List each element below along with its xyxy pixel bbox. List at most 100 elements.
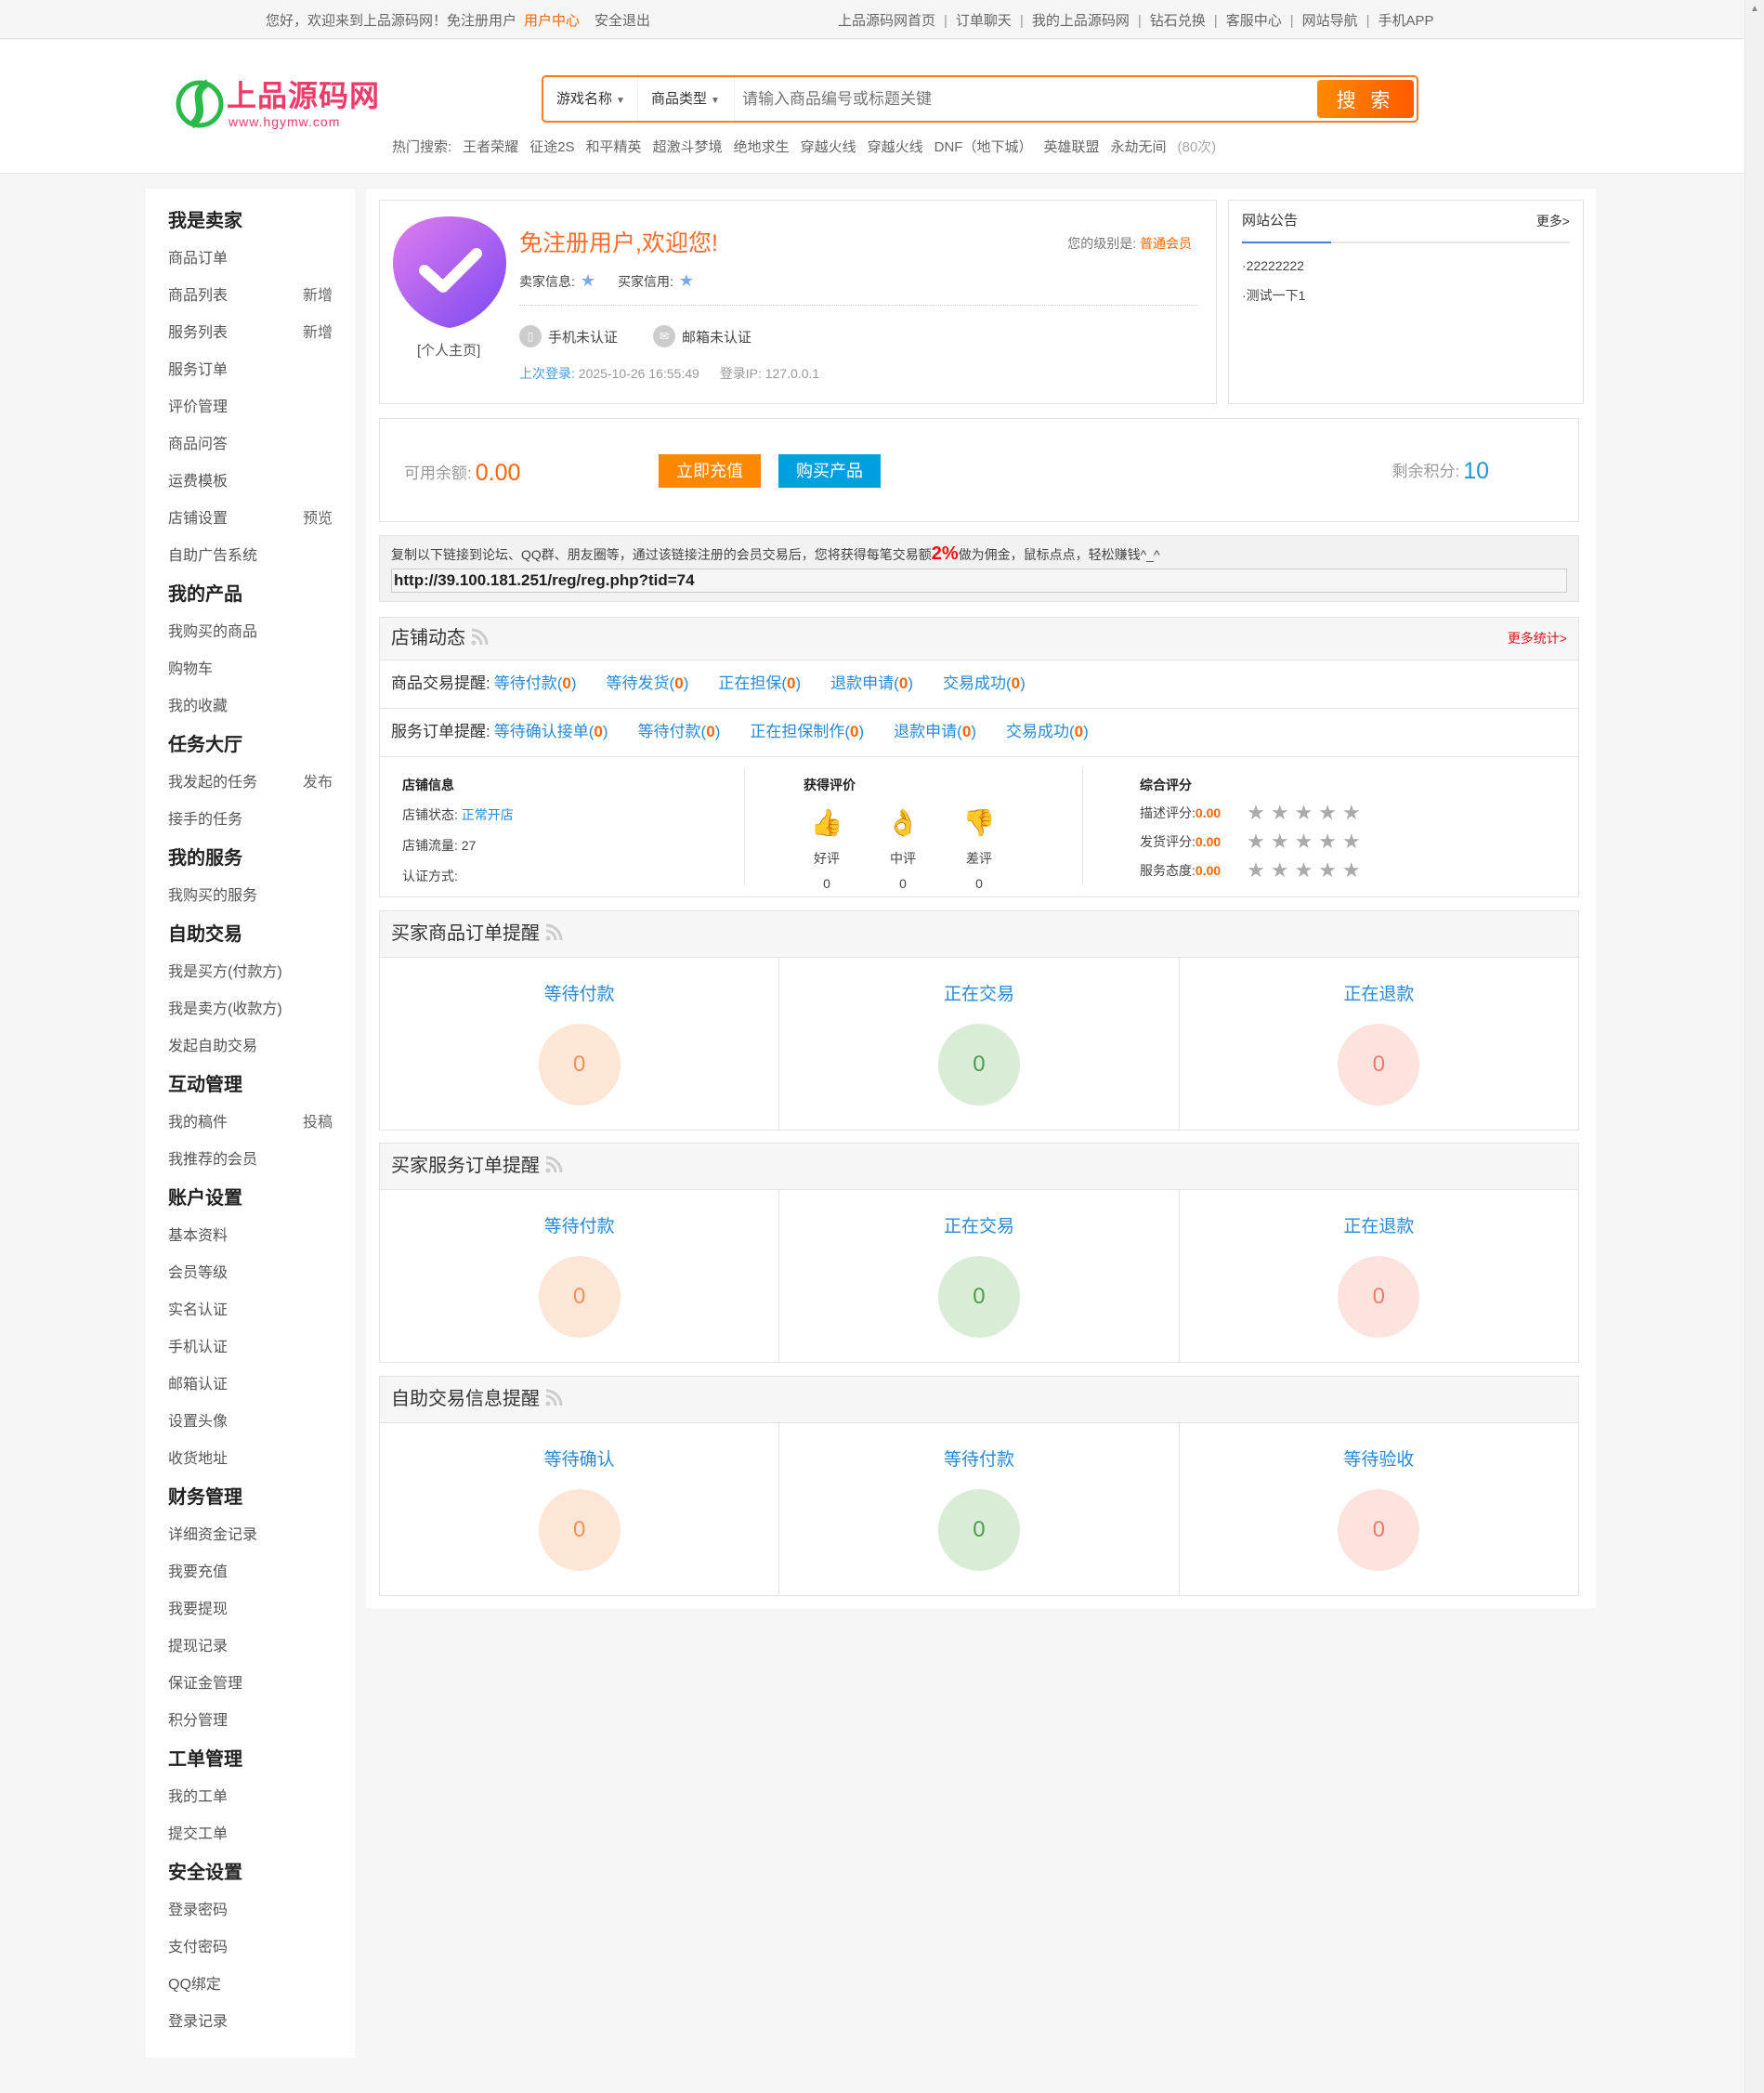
hot-search-link[interactable]: DNF（地下城） xyxy=(934,139,1033,155)
hot-search-link[interactable]: 英雄联盟 xyxy=(1043,139,1100,155)
status-cell[interactable]: 正在退款 0 xyxy=(1180,1190,1578,1362)
sidebar-item[interactable]: 我购买的商品 xyxy=(168,614,333,651)
sidebar-item[interactable]: 我发起的任务 发布 xyxy=(168,765,333,802)
status-cell[interactable]: 正在交易 0 xyxy=(779,958,1180,1130)
status-label[interactable]: 正在退款 xyxy=(1343,1217,1415,1236)
notice-item[interactable]: ·22222222 xyxy=(1242,258,1304,273)
notice-more-link[interactable]: 更多> xyxy=(1535,214,1570,229)
top-nav-link[interactable]: 手机APP xyxy=(1378,13,1434,29)
sidebar-item[interactable]: 我要充值 xyxy=(168,1554,333,1591)
status-cell[interactable]: 正在交易 0 xyxy=(779,1190,1180,1362)
goods-reminder-link[interactable]: 交易成功(0) xyxy=(942,674,1026,692)
status-label[interactable]: 正在交易 xyxy=(943,1217,1014,1236)
sidebar-item[interactable]: 登录密码 xyxy=(168,1892,333,1929)
sidebar-item[interactable]: 自助广告系统 xyxy=(168,538,333,575)
sidebar-item-action[interactable]: 投稿 xyxy=(302,1115,333,1131)
status-cell[interactable]: 等待确认 0 xyxy=(380,1423,780,1595)
level-link[interactable]: 普通会员 xyxy=(1140,236,1192,251)
sidebar-item[interactable]: 基本资料 xyxy=(168,1218,333,1255)
hot-search-link[interactable]: 永劫无间 xyxy=(1110,139,1167,155)
search-input[interactable] xyxy=(742,85,1300,113)
sidebar-item[interactable]: 商品列表 新增 xyxy=(168,278,333,315)
sidebar-item[interactable]: 店铺设置 预览 xyxy=(168,501,333,538)
home-page-link[interactable]: [个人主页] xyxy=(417,343,481,359)
avatar[interactable] xyxy=(391,215,508,330)
goods-reminder-link[interactable]: 等待付款(0) xyxy=(493,674,577,692)
hot-search-link[interactable]: 绝地求生 xyxy=(733,139,790,155)
sidebar-item[interactable]: 登录记录 xyxy=(168,2004,333,2041)
sidebar-item[interactable]: 提现记录 xyxy=(168,1629,333,1666)
sidebar-item-action[interactable]: 发布 xyxy=(302,775,333,791)
status-label[interactable]: 正在交易 xyxy=(943,985,1014,1004)
site-logo[interactable]: 上品源码网 www.hgymw.com xyxy=(175,77,416,133)
status-cell[interactable]: 正在退款 0 xyxy=(1180,958,1578,1130)
recharge-button[interactable]: 立即充值 xyxy=(659,454,761,488)
goods-reminder-link[interactable]: 退款申请(0) xyxy=(830,674,913,692)
sidebar-item[interactable]: 我的收藏 xyxy=(168,688,333,726)
hot-search-link[interactable]: 和平精英 xyxy=(585,139,642,155)
top-nav-link[interactable]: 客服中心 xyxy=(1225,13,1282,29)
sidebar-item[interactable]: 设置头像 xyxy=(168,1404,333,1441)
sidebar-item[interactable]: QQ绑定 xyxy=(168,1967,333,2004)
sidebar-item-action[interactable]: 预览 xyxy=(302,511,333,527)
sidebar-item[interactable]: 保证金管理 xyxy=(168,1666,333,1703)
user-center-link[interactable]: 用户中心 xyxy=(524,13,581,29)
status-cell[interactable]: 等待付款 0 xyxy=(380,1190,780,1362)
sidebar-item[interactable]: 邮箱认证 xyxy=(168,1367,333,1404)
status-label[interactable]: 等待付款 xyxy=(543,985,615,1004)
sidebar-item[interactable]: 商品问答 xyxy=(168,426,333,464)
sidebar-item[interactable]: 我是买方(付款方) xyxy=(168,954,333,991)
hot-search-link[interactable]: 征途2S xyxy=(529,139,575,155)
sidebar-item-action[interactable]: 新增 xyxy=(302,288,333,304)
sidebar-item[interactable]: 评价管理 xyxy=(168,389,333,426)
sidebar-item[interactable]: 服务订单 xyxy=(168,352,333,389)
sidebar-item[interactable]: 商品订单 xyxy=(168,241,333,278)
service-reminder-link[interactable]: 退款申请(0) xyxy=(894,723,976,740)
status-label[interactable]: 等待验收 xyxy=(1343,1450,1415,1470)
scrollbar[interactable]: ▲ xyxy=(1744,0,1764,2093)
status-cell[interactable]: 等待付款 0 xyxy=(779,1423,1180,1595)
goods-reminder-link[interactable]: 正在担保(0) xyxy=(718,674,802,692)
sidebar-item[interactable]: 支付密码 xyxy=(168,1929,333,1967)
sidebar-item[interactable]: 发起自助交易 xyxy=(168,1028,333,1066)
sidebar-item[interactable]: 我推荐的会员 xyxy=(168,1142,333,1179)
sidebar-item[interactable]: 实名认证 xyxy=(168,1292,333,1329)
sidebar-item[interactable]: 我要提现 xyxy=(168,1591,333,1629)
email-verify-status[interactable]: ✉ 邮箱未认证 xyxy=(653,325,751,347)
top-nav-link[interactable]: 我的上品源码网 xyxy=(1031,13,1130,29)
status-label[interactable]: 等待确认 xyxy=(543,1450,615,1470)
phone-verify-status[interactable]: ▯ 手机未认证 xyxy=(519,325,618,347)
notice-title[interactable]: 网站公告 xyxy=(1242,213,1299,229)
top-nav-link[interactable]: 订单聊天 xyxy=(955,13,1012,29)
sidebar-item-action[interactable]: 新增 xyxy=(302,325,333,341)
status-label[interactable]: 正在退款 xyxy=(1343,985,1415,1004)
service-reminder-link[interactable]: 正在担保制作(0) xyxy=(750,723,865,740)
buy-product-button[interactable]: 购买产品 xyxy=(778,454,881,488)
sidebar-item[interactable]: 运费模板 xyxy=(168,464,333,501)
status-label[interactable]: 等待付款 xyxy=(543,1217,615,1236)
hot-search-link[interactable]: 超激斗梦境 xyxy=(652,139,723,155)
notice-item[interactable]: ·测试一下1 xyxy=(1242,288,1306,303)
logout-link[interactable]: 安全退出 xyxy=(595,13,651,29)
sidebar-item[interactable]: 我购买的服务 xyxy=(168,878,333,915)
hot-search-link[interactable]: 穿越火线 xyxy=(867,139,923,155)
more-stats-link[interactable]: 更多统计> xyxy=(1507,631,1567,646)
sidebar-item[interactable]: 积分管理 xyxy=(168,1703,333,1740)
sidebar-item[interactable]: 详细资金记录 xyxy=(168,1517,333,1554)
scroll-up-icon[interactable]: ▲ xyxy=(1750,4,1759,14)
sidebar-item[interactable]: 接手的任务 xyxy=(168,802,333,839)
top-nav-link[interactable]: 上品源码网首页 xyxy=(838,13,936,29)
sidebar-item[interactable]: 我的工单 xyxy=(168,1779,333,1816)
service-reminder-link[interactable]: 等待确认接单(0) xyxy=(493,723,608,740)
sidebar-item[interactable]: 手机认证 xyxy=(168,1329,333,1367)
search-button[interactable]: 搜 索 xyxy=(1317,80,1414,118)
game-select[interactable]: 游戏名称 ▼ xyxy=(543,77,638,121)
hot-search-link[interactable]: 穿越火线 xyxy=(800,139,856,155)
status-cell[interactable]: 等待验收 0 xyxy=(1180,1423,1578,1595)
sidebar-item[interactable]: 收货地址 xyxy=(168,1441,333,1478)
service-reminder-link[interactable]: 交易成功(0) xyxy=(1005,723,1089,740)
sidebar-item[interactable]: 我是卖方(收款方) xyxy=(168,991,333,1028)
hot-search-link[interactable]: 王者荣耀 xyxy=(463,139,519,155)
sidebar-item[interactable]: 会员等级 xyxy=(168,1255,333,1292)
status-cell[interactable]: 等待付款 0 xyxy=(380,958,780,1130)
